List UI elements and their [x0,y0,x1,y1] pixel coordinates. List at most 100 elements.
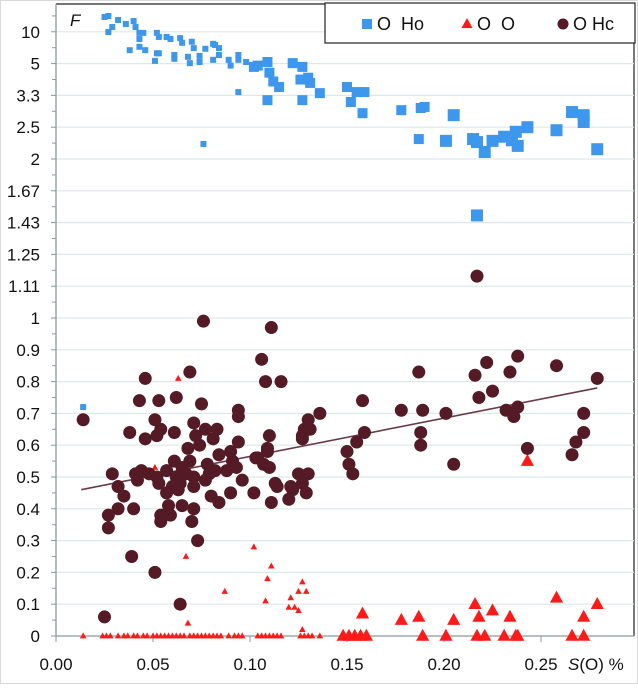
data-point-square [297,95,308,106]
data-point-square [357,108,368,119]
data-point-triangle [472,609,486,622]
data-point-square [262,57,273,67]
data-point-triangle [225,632,232,639]
data-point-circle [229,460,243,474]
data-point-square [478,146,491,158]
data-point-circle [301,467,315,481]
data-point-circle [130,473,144,487]
data-point-circle [299,486,313,500]
x-tick-label: 0.15 [330,655,363,674]
series-square [80,13,604,411]
data-point-square [262,95,273,106]
data-point-triangle [447,612,461,625]
data-point-circle [346,467,360,481]
data-point-square [210,56,217,63]
y-tick-label: 2 [31,150,40,169]
series-triangle [79,374,604,641]
data-point-circle [255,352,269,366]
data-point-triangle [285,603,293,610]
data-point-square [235,56,242,63]
x-tick-label: 0.05 [136,655,169,674]
data-point-triangle [143,632,151,639]
data-point-circle [98,610,111,624]
data-point-square [132,24,139,31]
data-point-triangle [151,463,159,470]
data-point-circle [486,384,499,398]
data-point-triangle [497,628,511,641]
data-point-circle [414,425,428,439]
data-point-triangle [217,632,225,639]
data-point-square [486,134,499,147]
data-point-circle [208,464,222,478]
data-point-square [264,67,275,78]
data-point-square [155,50,162,57]
data-point-triangle [264,575,271,582]
data-point-square [297,61,308,72]
data-point-circle [231,435,245,449]
data-point-circle [212,495,226,509]
data-point-square [109,24,116,31]
legend-square-icon [362,19,372,29]
data-point-square [345,97,356,107]
y-axis-title: F [70,11,82,30]
data-point-square [215,45,222,52]
data-point-circle [193,438,207,452]
data-point-square [122,20,129,27]
data-point-circle [350,435,364,449]
data-point-square [163,33,170,40]
data-point-triangle [439,628,453,641]
data-point-circle [76,413,90,427]
y-tick-label: 0.4 [16,500,40,519]
data-point-square [200,140,207,147]
data-point-circle [183,365,197,379]
data-point-circle [198,422,212,436]
data-point-square [295,74,306,85]
data-point-triangle [520,453,535,466]
data-point-square [396,105,407,116]
data-point-triangle [174,374,182,381]
data-point-circle [163,508,177,522]
data-point-circle [231,410,245,424]
data-point-circle [187,480,201,494]
data-point-triangle [308,632,316,639]
data-point-circle [577,425,591,439]
data-point-square [151,57,158,64]
data-point-triangle [565,628,579,641]
y-tick-label: 1.11 [8,277,40,296]
data-point-circle [235,473,249,487]
data-point-triangle [394,612,408,625]
data-point-circle [569,435,583,449]
data-point-circle [260,445,274,459]
data-point-square [413,134,424,145]
y-tick-label: 1.25 [7,245,40,264]
data-point-square [305,77,316,88]
data-point-circle [187,502,201,516]
data-point-square [101,14,108,20]
data-point-triangle [468,597,482,609]
data-point-circle [394,403,408,417]
data-point-square [184,53,191,60]
data-point-square [577,116,590,128]
data-point-circle [274,375,288,389]
data-point-circle [171,483,185,497]
data-point-triangle [549,590,564,603]
data-point-circle [340,445,354,459]
data-point-circle [577,406,591,420]
data-point-circle [262,429,276,443]
data-point-triangle [124,632,132,639]
data-point-circle [264,321,278,335]
data-point-square [511,139,524,152]
data-point-square [566,106,579,119]
data-point-circle [160,464,174,478]
data-point-square [188,38,195,45]
y-tick-label: 0.3 [16,532,40,551]
data-point-circle [101,508,115,522]
y-tick-label: 0.1 [16,595,40,614]
data-point-circle [127,502,141,516]
data-point-circle [295,432,309,446]
legend-box [324,2,636,44]
y-tick-label: 0.7 [16,404,40,423]
data-point-square [171,52,178,58]
